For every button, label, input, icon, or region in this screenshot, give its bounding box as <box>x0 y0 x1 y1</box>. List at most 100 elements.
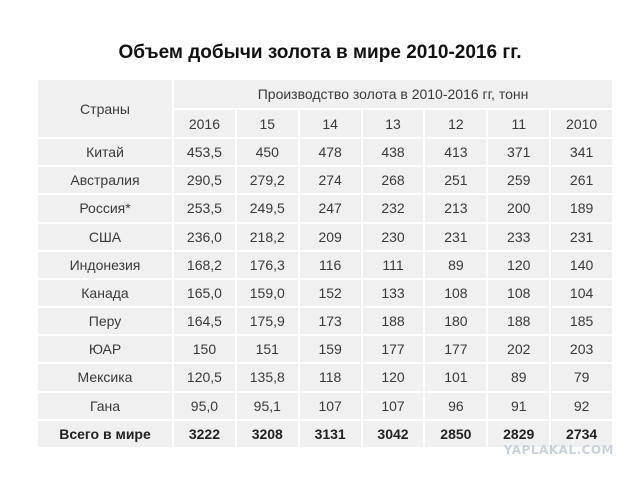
value-cell: 341 <box>549 136 615 168</box>
value-cell: 213 <box>423 193 489 224</box>
value-cell: 120,5 <box>172 362 237 393</box>
table-row: Австралия 290,5 279,2 274 268 251 259 261 <box>36 165 615 196</box>
value-cell: 261 <box>549 165 615 196</box>
value-cell: 159 <box>297 334 363 365</box>
gold-production-table-container: Страны Производство золота в 2010-2016 г… <box>36 78 615 450</box>
value-cell: 232 <box>360 193 426 224</box>
year-header: 11 <box>486 108 552 139</box>
year-header: 14 <box>297 108 363 139</box>
value-cell: 140 <box>549 249 615 280</box>
table-row: Мексика 120,5 135,8 118 120 101 89 79 <box>36 362 615 393</box>
value-cell: 159,0 <box>234 277 300 309</box>
value-cell: 95,1 <box>234 390 300 421</box>
value-cell: 203 <box>549 334 615 365</box>
value-cell: 135,8 <box>234 362 300 393</box>
total-value-cell: 2829 <box>486 418 552 450</box>
value-cell: 108 <box>423 277 489 309</box>
watermark-text: YAPLAKAL.COM <box>503 443 614 457</box>
year-header: 2010 <box>549 108 615 139</box>
value-cell: 230 <box>360 221 426 252</box>
total-value-cell: 2850 <box>423 418 489 450</box>
value-cell: 180 <box>423 306 489 337</box>
value-cell: 279,2 <box>234 165 300 196</box>
table-body: Китай 453,5 450 478 438 413 371 341 Австралия 290… <box>36 136 615 450</box>
value-cell: 120 <box>486 249 552 280</box>
value-cell: 478 <box>297 136 363 168</box>
countries-header: Страны <box>36 78 174 139</box>
value-cell: 133 <box>360 277 426 309</box>
gold-production-table: Страны Производство золота в 2010-2016 г… <box>36 78 615 450</box>
value-cell: 413 <box>423 136 489 168</box>
value-cell: 164,5 <box>172 306 237 337</box>
value-cell: 290,5 <box>172 165 237 196</box>
value-cell: 168,2 <box>172 249 237 280</box>
value-cell: 104 <box>549 277 615 309</box>
value-cell: 200 <box>486 193 552 224</box>
value-cell: 92 <box>549 390 615 421</box>
value-cell: 209 <box>297 221 363 252</box>
value-cell: 438 <box>360 136 426 168</box>
value-cell: 175,9 <box>234 306 300 337</box>
value-cell: 202 <box>486 334 552 365</box>
value-cell: 107 <box>297 390 363 421</box>
value-cell: 107 <box>360 390 426 421</box>
value-cell: 116 <box>297 249 363 280</box>
country-cell: ЮАР <box>36 334 174 365</box>
value-cell: 96 <box>423 390 489 421</box>
page-title: Объем добычи золота в мире 2010-2016 гг. <box>118 42 522 63</box>
years-header-row: 2016 15 14 13 12 11 2010 <box>37 108 615 139</box>
value-cell: 89 <box>423 249 489 280</box>
total-row: Всего в мире 3222 3208 3131 3042 2850 2829 2734 <box>36 418 615 450</box>
year-header: 2016 <box>172 108 237 139</box>
table-row: Канада 165,0 159,0 152 133 108 108 104 <box>36 277 615 309</box>
value-cell: 111 <box>360 249 426 280</box>
table-row: Индонезия 168,2 176,3 116 111 89 120 140 <box>36 249 615 280</box>
value-cell: 218,2 <box>234 221 300 252</box>
total-value-cell: 2734 <box>549 418 615 450</box>
country-cell: Перу <box>36 306 174 337</box>
table-row: США 236,0 218,2 209 230 231 233 231 <box>36 221 615 252</box>
value-cell: 91 <box>486 390 552 421</box>
year-header: 12 <box>423 108 489 139</box>
table-row: Перу 164,5 175,9 173 188 180 188 185 <box>36 306 615 337</box>
country-cell: Китай <box>36 136 174 168</box>
value-cell: 236,0 <box>172 221 237 252</box>
value-cell: 150 <box>172 334 237 365</box>
value-cell: 233 <box>486 221 552 252</box>
table-row: Китай 453,5 450 478 438 413 371 341 <box>36 136 615 168</box>
value-cell: 453,5 <box>172 136 237 168</box>
value-cell: 231 <box>423 221 489 252</box>
table-row: Гана 95,0 95,1 107 107 96 91 92 <box>36 390 615 421</box>
value-cell: 371 <box>486 136 552 168</box>
value-cell: 231 <box>549 221 615 252</box>
total-value-cell: 3042 <box>360 418 426 450</box>
value-cell: 95,0 <box>172 390 237 421</box>
value-cell: 120 <box>360 362 426 393</box>
value-cell: 79 <box>549 362 615 393</box>
value-cell: 152 <box>297 277 363 309</box>
value-cell: 165,0 <box>172 277 237 309</box>
value-cell: 176,3 <box>234 249 300 280</box>
value-cell: 450 <box>234 136 300 168</box>
value-cell: 268 <box>360 165 426 196</box>
country-cell: Гана <box>36 390 174 421</box>
value-cell: 251 <box>423 165 489 196</box>
value-cell: 151 <box>234 334 300 365</box>
value-cell: 274 <box>297 165 363 196</box>
value-cell: 108 <box>486 277 552 309</box>
year-header: 13 <box>360 108 426 139</box>
value-cell: 253,5 <box>172 193 237 224</box>
value-cell: 247 <box>297 193 363 224</box>
country-cell: Индонезия <box>36 249 174 280</box>
country-cell: США <box>36 221 174 252</box>
value-cell: 185 <box>549 306 615 337</box>
production-group-header: Производство золота в 2010-2016 гг, тонн <box>171 78 615 110</box>
total-label-cell: Всего в мире <box>36 418 174 450</box>
total-value-cell: 3131 <box>297 418 363 450</box>
total-value-cell: 3222 <box>172 418 237 450</box>
table-row: ЮАР 150 151 159 177 177 202 203 <box>36 334 615 365</box>
value-cell: 177 <box>360 334 426 365</box>
year-header: 15 <box>234 108 300 139</box>
value-cell: 89 <box>486 362 552 393</box>
value-cell: 188 <box>486 306 552 337</box>
